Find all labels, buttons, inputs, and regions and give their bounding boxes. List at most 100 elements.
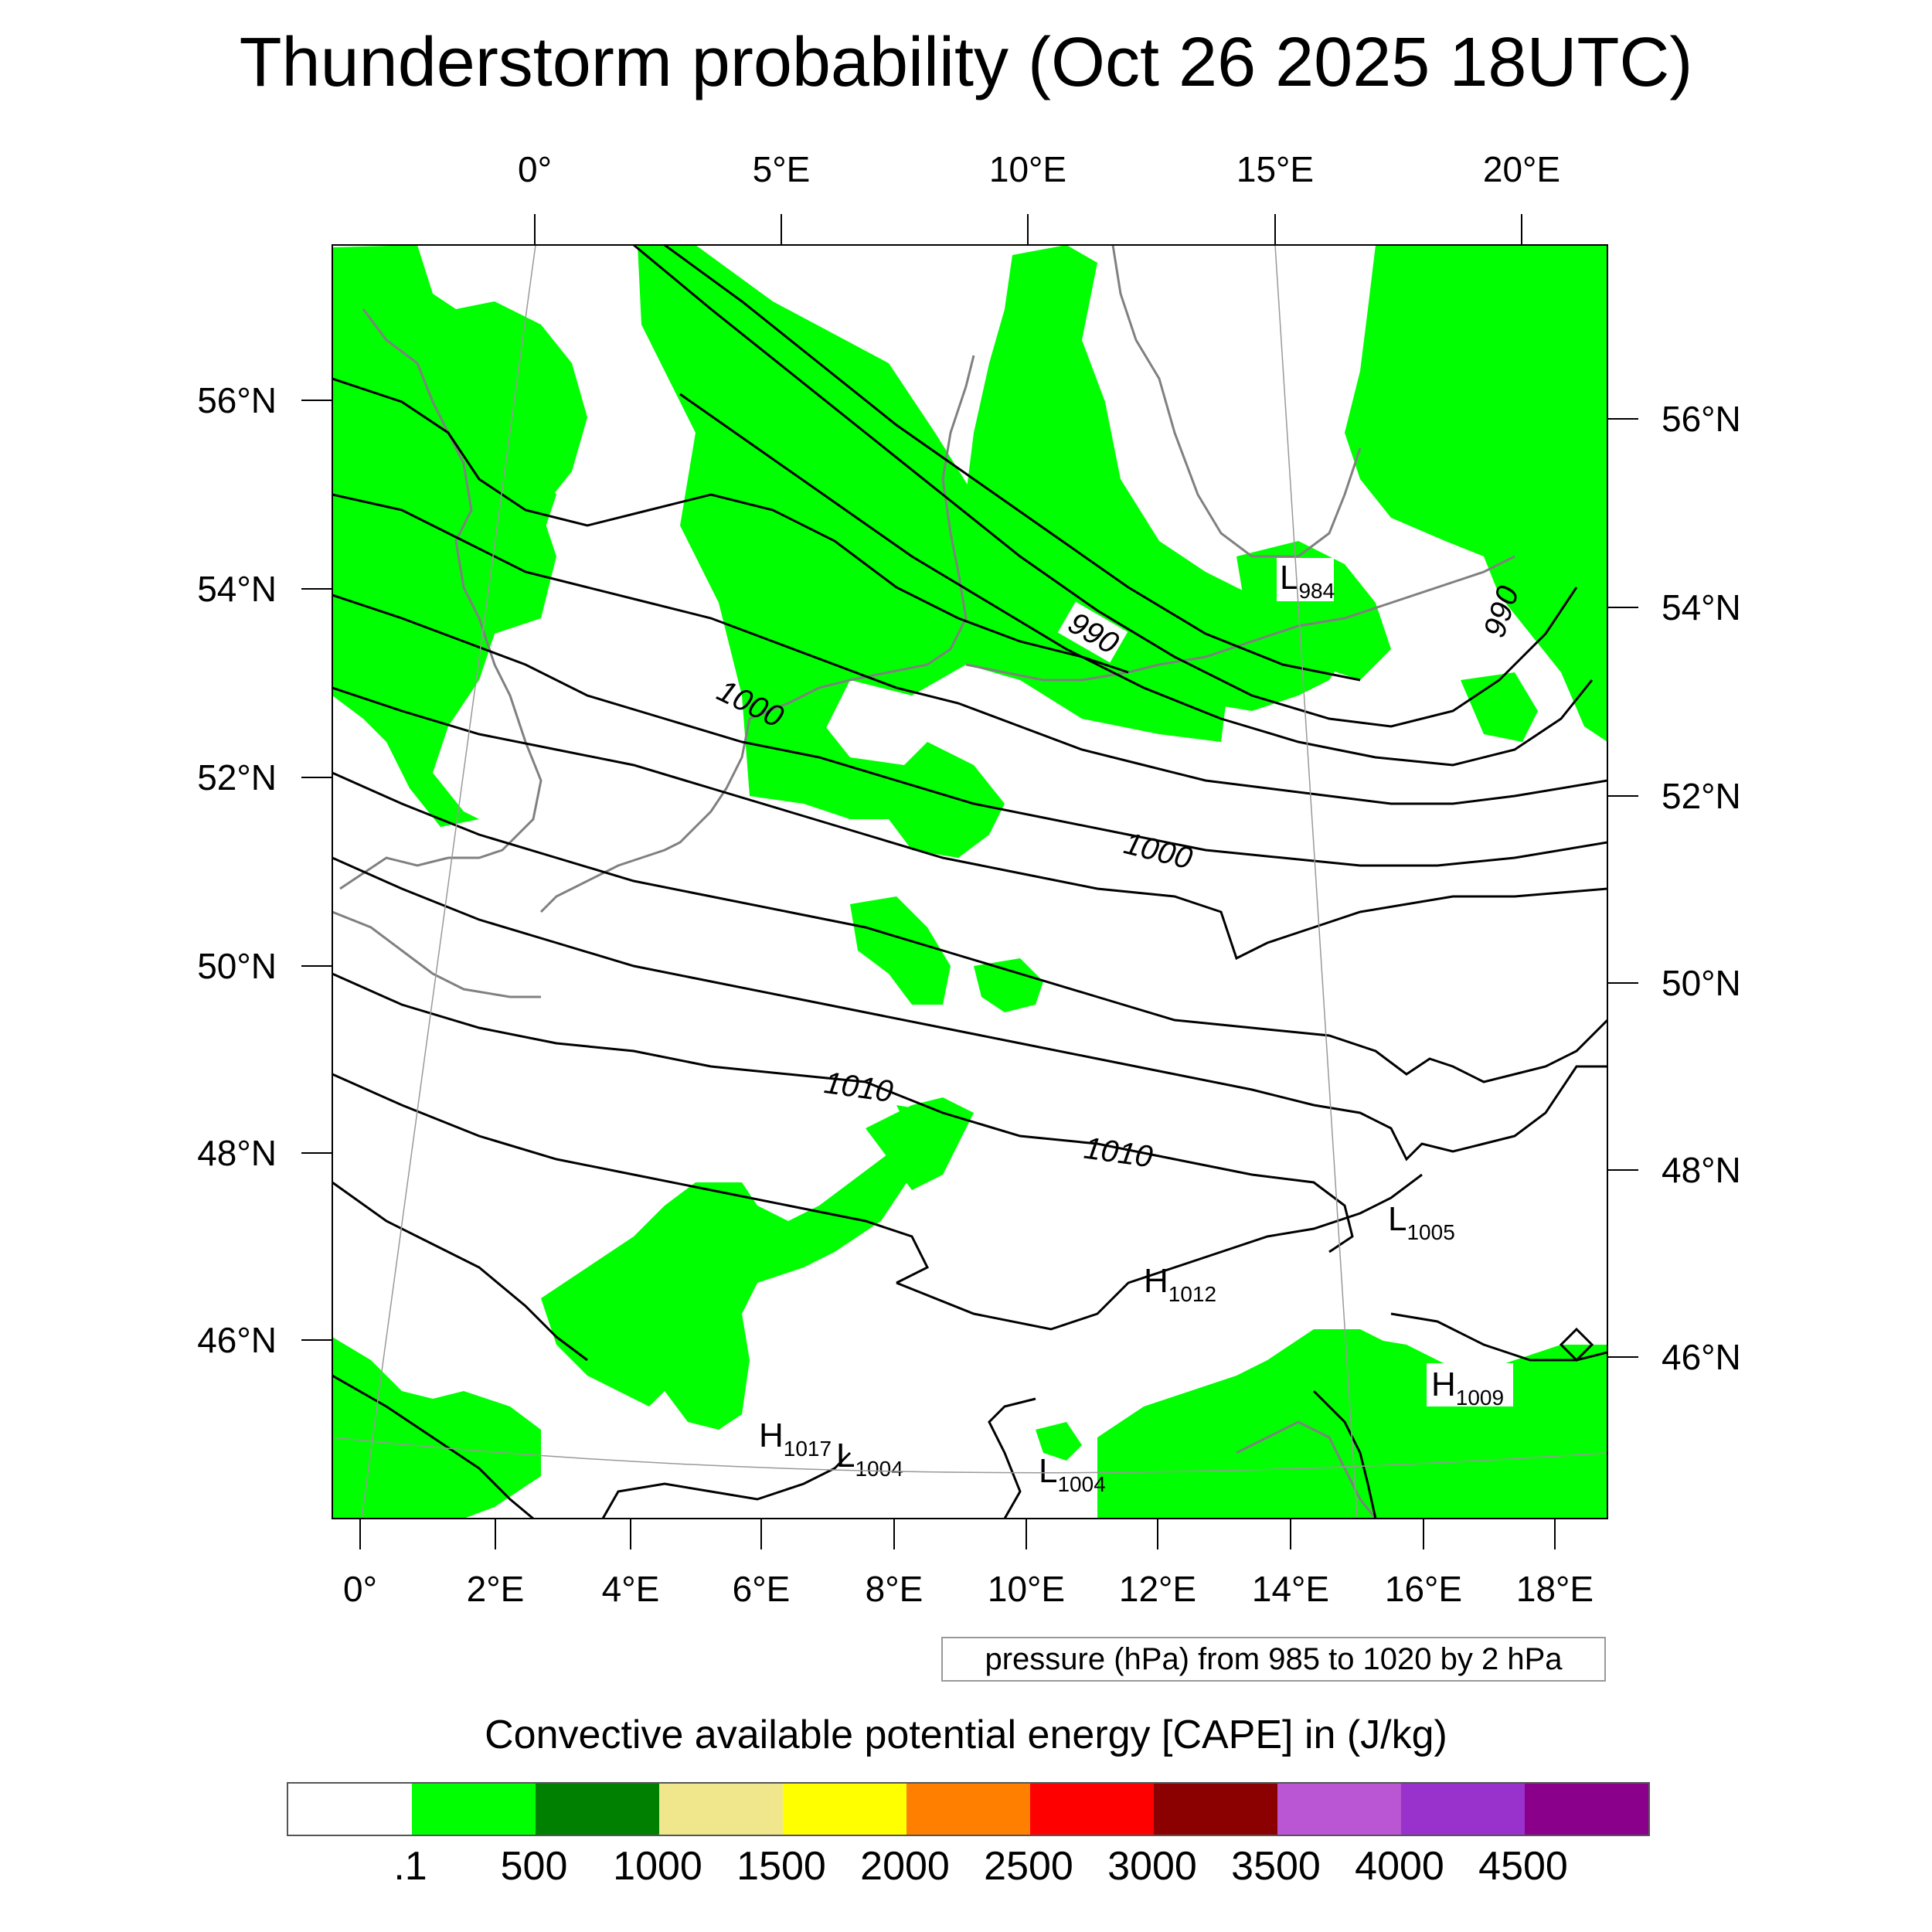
colorbar-box [783, 1784, 906, 1835]
isobar-5 [332, 856, 1607, 1162]
svg-text:H1012: H1012 [1144, 1262, 1216, 1306]
isobar-south-4 [601, 1451, 852, 1519]
lon-label-bottom: 14°E [1252, 1569, 1329, 1609]
lon-label-bottom: 4°E [602, 1569, 660, 1609]
isobar-1 [332, 493, 1607, 805]
cape-area-poland-patch [1461, 672, 1538, 742]
lat-label-left: 46°N [197, 1320, 277, 1360]
colorbar-label: 2000 [860, 1844, 950, 1889]
isobar-h1009 [1559, 1327, 1594, 1362]
svg-text:L1004: L1004 [1039, 1452, 1106, 1496]
svg-text:L1004: L1004 [836, 1437, 903, 1481]
isobar-south-2 [1390, 1312, 1607, 1362]
parallel-45n [332, 1437, 1607, 1474]
svg-text:H1017: H1017 [759, 1417, 832, 1461]
lon-label-bottom: 6°E [733, 1569, 791, 1609]
isobar-6 [332, 972, 1354, 1253]
lat-label-left: 50°N [197, 946, 277, 986]
cape-area-italy-north [1036, 1422, 1082, 1461]
lat-label-right: 50°N [1662, 963, 1741, 1003]
pressure-center-l1005: L1005 [1388, 1200, 1455, 1244]
isobars [332, 245, 1607, 1519]
cape-areas [332, 245, 1607, 1519]
colorbar-label: .1 [393, 1844, 427, 1889]
coastline-adriatic [1236, 1420, 1377, 1519]
lon-label-bottom: 2°E [467, 1569, 525, 1609]
lat-label-right: 46°N [1662, 1337, 1741, 1377]
colorbar [287, 1782, 1650, 1836]
colorbar-box [1401, 1784, 1525, 1835]
meridian-0 [361, 245, 536, 1519]
lat-label-left: 48°N [197, 1133, 277, 1173]
lat-label-right: 56°N [1662, 399, 1741, 439]
colorbar-box [1525, 1784, 1648, 1835]
colorbar-label: 4500 [1478, 1844, 1568, 1889]
top-longitude-labels: 0° 5°E 10°E 15°E 20°E [518, 149, 1560, 189]
cape-area-hungary [1267, 1329, 1391, 1376]
colorbar-box [1277, 1784, 1401, 1835]
tick-marks [301, 214, 1638, 1549]
colorbar-box [1154, 1784, 1277, 1835]
right-latitude-labels: 56°N 54°N 52°N 50°N 48°N 46°N [1662, 399, 1741, 1377]
isobar-south-5 [988, 1397, 1036, 1519]
colorbar-box [659, 1784, 783, 1835]
colorbar-title: Convective available potential energy [C… [485, 1713, 1447, 1757]
colorbar-label: 3000 [1107, 1844, 1197, 1889]
pressure-center-h1012: H1012 [1144, 1262, 1216, 1306]
bottom-longitude-labels: 0° 2°E 4°E 6°E 8°E 10°E 12°E 14°E 16°E 1… [343, 1569, 1594, 1609]
lon-label-bottom: 10°E [988, 1569, 1065, 1609]
lat-label-left: 54°N [197, 569, 277, 609]
svg-text:H1009: H1009 [1431, 1366, 1504, 1410]
lon-label-top: 20°E [1483, 149, 1560, 189]
cape-area-germany-south [974, 958, 1043, 1012]
isobar-north-1 [664, 245, 1361, 682]
coastline-england-south [339, 856, 449, 890]
isobar-8 [332, 1181, 588, 1362]
colorbar-box [1030, 1784, 1154, 1835]
colorbar-box [536, 1784, 659, 1835]
map-title: Thunderstorm probability (Oct 26 2025 18… [239, 24, 1693, 101]
lon-label-bottom: 16°E [1385, 1569, 1462, 1609]
contour-info-box: pressure (hPa) from 985 to 1020 by 2 hPa [941, 1637, 1606, 1682]
colorbar-label: 2500 [984, 1844, 1073, 1889]
cape-area-east-baltic [1236, 541, 1391, 680]
cape-area-england-east [433, 433, 556, 618]
isobar-2 [332, 594, 1607, 867]
coastline-sweden [1111, 245, 1362, 558]
lon-label-top: 15°E [1236, 149, 1314, 189]
colorbar-box [288, 1784, 412, 1835]
cape-area-netherlands-germany [757, 711, 1005, 858]
isobar-south-1 [896, 1173, 1423, 1331]
cape-area-alps-west [541, 1105, 958, 1430]
svg-text:L1005: L1005 [1388, 1200, 1455, 1244]
cape-area-poland-belarus [1345, 245, 1607, 742]
isobar-3 [332, 686, 1607, 961]
lat-label-left: 52°N [197, 757, 277, 798]
pressure-center-l1004-a: L1004 [836, 1437, 903, 1481]
pressure-center-h1009: H1009 [1427, 1363, 1513, 1410]
pressure-center-l984: L984 [1277, 558, 1335, 603]
colorbar-label: 3500 [1231, 1844, 1321, 1889]
lon-label-bottom: 12°E [1119, 1569, 1196, 1609]
coastline-baltic-south [965, 555, 1515, 682]
colorbar-label: 4000 [1355, 1844, 1444, 1889]
colorbar-label: 1000 [613, 1844, 702, 1889]
lat-label-right: 54°N [1662, 587, 1741, 628]
lon-label-top: 0° [518, 149, 552, 189]
lon-label-top: 10°E [989, 149, 1066, 189]
isobar-south-3 [1312, 1389, 1377, 1519]
coastline-france-west [332, 910, 541, 998]
lon-label-bottom: 8°E [866, 1569, 923, 1609]
coastline-germany-denmark [749, 355, 975, 720]
lat-label-right: 48°N [1662, 1150, 1741, 1190]
cape-area-france-sw [332, 1337, 541, 1519]
map-frame [332, 244, 1608, 1519]
lon-label-bottom: 0° [343, 1569, 377, 1609]
cape-area-north-sea-band [638, 245, 1229, 804]
pressure-center-l1004-b: L1004 [1039, 1452, 1106, 1496]
colorbar-label: 500 [500, 1844, 568, 1889]
isobar-4 [332, 771, 1607, 1083]
meridian-15e [1274, 245, 1358, 1519]
coastline-britain-east [362, 308, 543, 859]
